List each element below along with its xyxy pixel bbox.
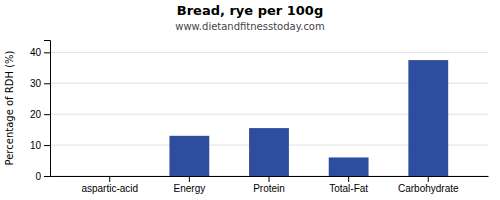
x-axis: aspartic-acid Energy Protein Total-Fat Carbo…: [51, 176, 489, 194]
grid-line: [50, 52, 488, 53]
y-tick-label: 0: [35, 171, 41, 182]
y-tick-mark: [44, 145, 50, 146]
x-tick-label: Carbohydrate: [398, 183, 459, 194]
y-tick-label: 30: [30, 78, 42, 89]
y-axis-line: [44, 41, 51, 177]
y-tick-label: 10: [30, 140, 42, 151]
y-tick: 20: [30, 109, 50, 120]
title: Bread, rye per 100g: [177, 3, 323, 18]
x-tick-label: Energy: [174, 183, 206, 194]
bar: [408, 60, 448, 176]
y-axis-title: Percentage of RDH (%): [4, 50, 15, 165]
x-tick-label: Protein: [253, 183, 285, 194]
x-tick-label: Total-Fat: [329, 183, 368, 194]
bar: [90, 176, 130, 177]
y-axis: 0 10 20 30 40: [30, 41, 51, 182]
x-tick-mark: [189, 176, 190, 182]
x-tick: aspartic-acid: [81, 176, 138, 194]
bar: [169, 136, 209, 176]
y-tick-label: 20: [30, 109, 42, 120]
x-tick-label: aspartic-acid: [81, 183, 138, 194]
y-tick: 10: [30, 140, 50, 151]
y-tick: 30: [30, 78, 50, 89]
x-tick-mark: [269, 176, 270, 182]
chart: Bread, rye per 100g www.dietandfitnesstod…: [0, 0, 500, 200]
x-tick-mark: [428, 176, 429, 182]
bar: [249, 128, 289, 176]
subtitle: www.dietandfitnesstoday.com: [175, 21, 324, 32]
bars: [169, 60, 448, 176]
y-tick-mark: [44, 52, 50, 53]
x-tick: Energy: [174, 176, 206, 194]
plot: 0 10 20 30 40 aspartic-acid Energy Protein Total…: [30, 41, 489, 195]
x-tick-mark: [109, 176, 110, 182]
x-tick: Protein: [253, 176, 285, 194]
y-tick: 40: [30, 47, 50, 58]
y-tick: 0: [35, 171, 50, 182]
y-tick-mark: [44, 176, 50, 177]
y-tick-label: 40: [30, 47, 42, 58]
y-tick-mark: [44, 114, 50, 115]
grid: [50, 52, 488, 176]
x-tick: Carbohydrate: [398, 176, 459, 194]
x-tick: Total-Fat: [329, 176, 368, 194]
y-tick-mark: [44, 83, 50, 84]
bar: [329, 157, 369, 176]
x-tick-mark: [348, 176, 349, 182]
